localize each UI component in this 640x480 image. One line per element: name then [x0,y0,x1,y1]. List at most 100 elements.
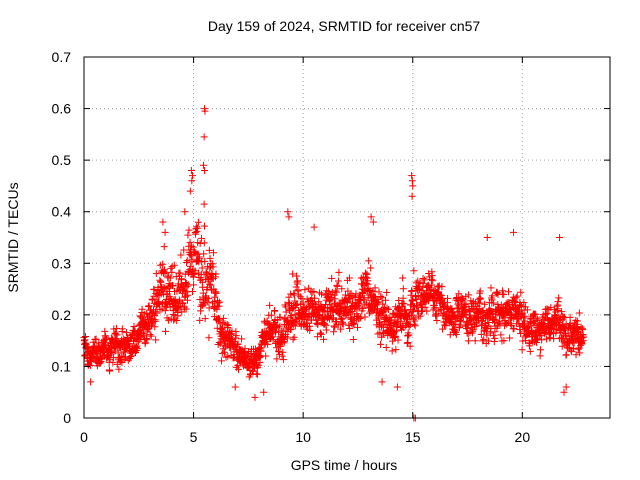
data-point [293,272,301,280]
data-point [566,313,574,321]
data-point [525,323,533,331]
data-point [285,293,293,301]
data-point [287,325,295,333]
data-point [199,161,207,169]
data-point [180,246,188,254]
data-point [419,279,427,287]
data-point [212,289,220,297]
data-point [464,337,472,345]
data-point [384,305,392,313]
data-point [210,249,218,257]
data-point [106,355,114,363]
data-point [205,304,213,312]
data-point [534,316,542,324]
y-tick-label: 0.7 [52,49,72,65]
data-point [296,293,304,301]
data-point [500,337,508,345]
data-point [517,288,525,296]
data-point [547,303,555,311]
data-point [399,274,407,282]
data-point [395,303,403,311]
data-point [555,294,563,302]
data-point [520,299,528,307]
data-point [574,345,582,353]
data-point [409,182,417,190]
data-point [301,286,309,294]
data-point [376,329,384,337]
y-tick-label: 0.1 [52,358,72,374]
data-point [187,242,195,250]
data-point [499,287,507,295]
data-point [560,388,568,396]
data-point [228,327,236,335]
data-point [311,294,319,302]
data-point [156,276,164,284]
data-point [190,270,198,278]
data-point [416,279,424,287]
data-point [375,298,383,306]
data-point [224,321,232,329]
data-point [573,317,581,325]
data-point [554,298,562,306]
data-point [151,308,159,316]
plot-frame [83,56,611,419]
data-point [280,337,288,345]
data-point [362,299,370,307]
data-point [397,323,405,331]
data-point [273,355,281,363]
data-point [392,346,400,354]
data-point [184,291,192,299]
data-point [298,295,306,303]
axis-ticks: 0 0.1 0.2 0.3 0.4 0.5 0.6 0.7 0 5 10 15 20 [52,49,610,445]
data-points [80,105,587,422]
grid-lines [84,57,610,418]
data-point [354,323,362,331]
data-point [405,331,413,339]
data-point [394,304,402,312]
data-point [164,283,172,291]
data-point [356,315,364,323]
data-point [106,367,114,375]
data-point [207,281,215,289]
data-point [574,327,582,335]
x-tick-label: 20 [515,429,531,445]
data-point [287,290,295,298]
data-point [285,213,293,221]
data-point [173,317,181,325]
data-point [116,358,124,366]
data-point [413,295,421,303]
data-point [306,327,314,335]
data-point [438,283,446,291]
data-point [215,339,223,347]
data-point [472,323,480,331]
data-point [115,365,123,373]
data-point [205,295,213,303]
data-point [513,292,521,300]
data-point [151,317,159,325]
data-point [404,339,412,347]
data-point [204,298,212,306]
data-point [214,299,222,307]
data-point [196,316,204,324]
y-tick-label: 0.6 [52,101,72,117]
data-point [238,335,246,343]
data-point [128,352,136,360]
data-point [201,315,209,323]
data-point [255,361,263,369]
data-point [292,283,300,291]
data-point [400,300,408,308]
data-point [185,226,193,234]
data-point [481,300,489,308]
data-point [469,304,477,312]
data-point [566,321,574,329]
data-point [350,319,358,327]
data-point [476,295,484,303]
data-point [212,270,220,278]
data-point [166,274,174,282]
data-point [315,311,323,319]
x-axis-label: GPS time / hours [291,457,398,473]
data-point [108,348,116,356]
data-point [222,353,230,361]
data-point [296,319,304,327]
data-point [217,357,225,365]
